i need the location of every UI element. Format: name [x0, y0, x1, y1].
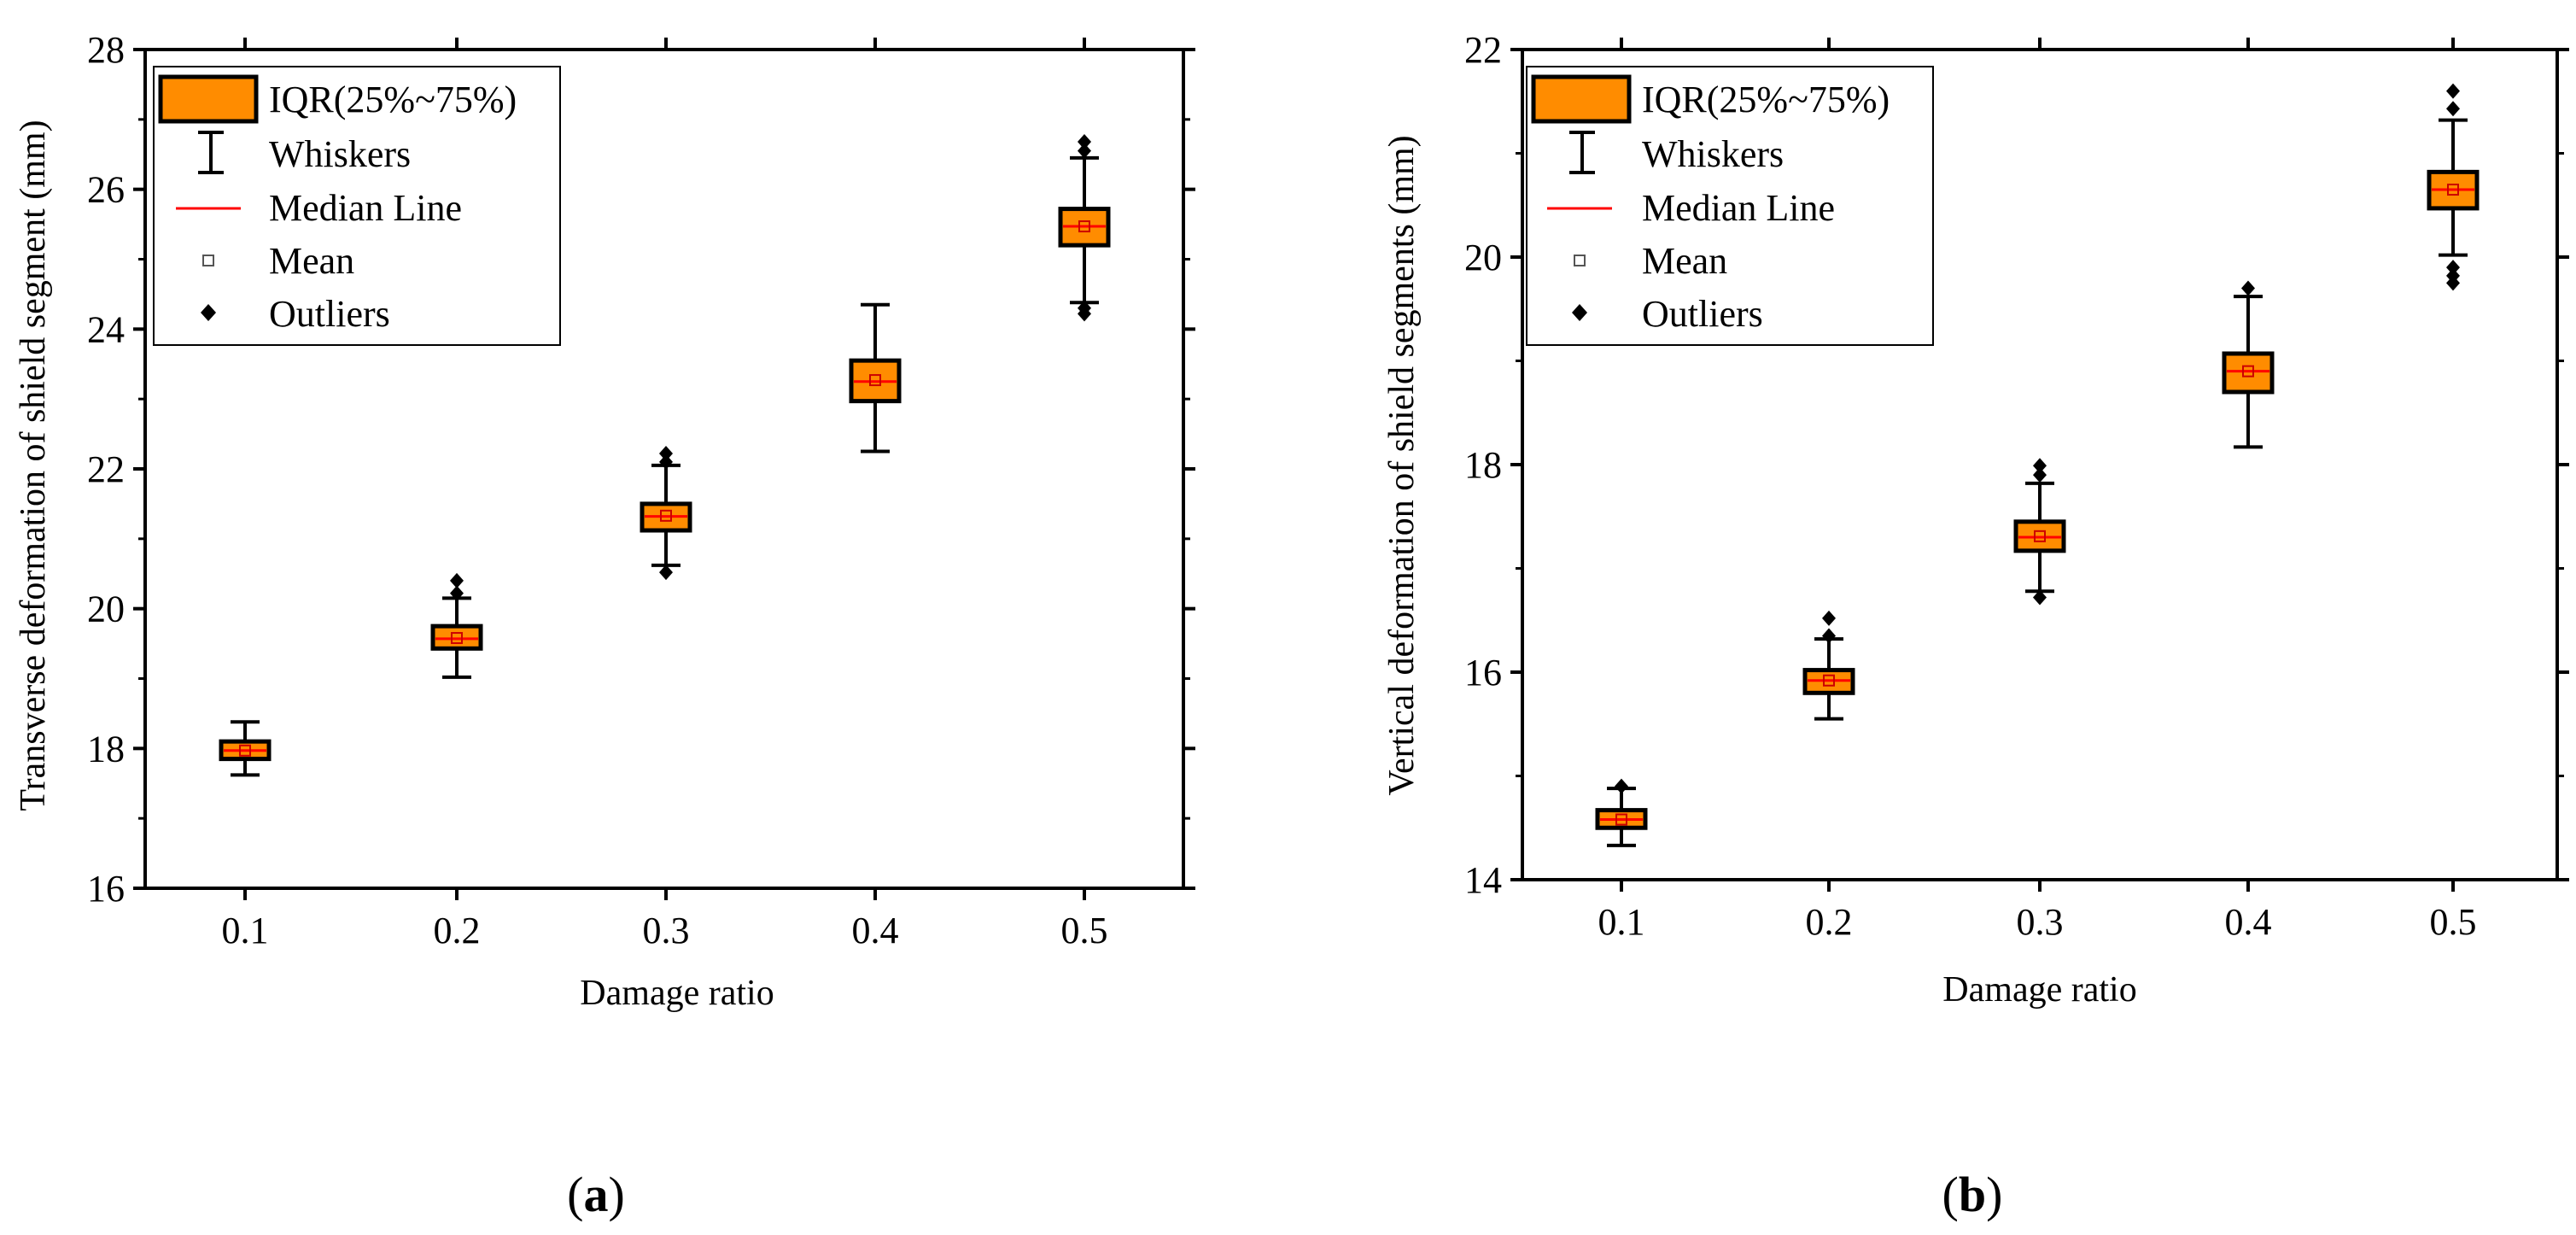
- y-tick-label: 28: [87, 29, 125, 71]
- iqr-box: [2222, 351, 2275, 395]
- box-0.1: [1595, 778, 1648, 847]
- outlier-point: [2241, 280, 2255, 296]
- legend-mean-symbol: [202, 255, 214, 266]
- mean-marker: [2447, 184, 2459, 196]
- legend-median-label: Median Line: [269, 187, 462, 229]
- mean-marker: [451, 632, 463, 645]
- mean-marker: [2242, 365, 2254, 378]
- outlier-point: [2446, 83, 2460, 99]
- outlier-point: [450, 572, 464, 588]
- x-tick-label: 0.3: [2017, 901, 2064, 943]
- panel-b-chart: 14 16 18 20 22 0.1 0.2 0.3 0.4 0.5 Damage ratio V…: [1382, 29, 2569, 1222]
- y-tick-label: 22: [87, 448, 125, 490]
- x-tick-label: 0.4: [2225, 901, 2272, 943]
- mean-marker: [239, 744, 251, 757]
- outlier-point: [1078, 143, 1091, 159]
- iqr-box: [430, 623, 483, 651]
- y-tick-label: 16: [87, 868, 125, 910]
- legend-outlier-symbol: [201, 304, 216, 321]
- outlier-point: [659, 454, 673, 470]
- x-tick-label: 0.4: [852, 910, 899, 951]
- y-tick-label: 26: [87, 169, 125, 211]
- x-tick-label: 0.1: [222, 910, 269, 951]
- outlier-point: [1822, 610, 1836, 626]
- outlier-point: [1822, 628, 1836, 644]
- legend-iqr-label: IQR(25%~75%): [269, 79, 517, 120]
- legend-iqr-swatch: [158, 74, 259, 124]
- legend-iqr-label: IQR(25%~75%): [1642, 79, 1890, 120]
- x-tick-label: 0.5: [2430, 901, 2477, 943]
- panel-b-legend: IQR(25%~75%) Whiskers Median Line Mean O…: [1526, 66, 1934, 346]
- box-0.3: [2013, 458, 2066, 606]
- legend-outliers-label: Outliers: [1642, 293, 1763, 335]
- panel-a-label: (a): [567, 1167, 625, 1222]
- x-tick-label: 0.2: [434, 910, 481, 951]
- y-tick-label: 14: [1464, 859, 1502, 901]
- outlier-point: [2446, 260, 2460, 276]
- y-tick-label: 20: [87, 588, 125, 630]
- y-tick-label: 18: [87, 728, 125, 770]
- box-0.5: [1058, 134, 1111, 322]
- panel-b-ylabel: Vertical deformation of shield segments …: [1382, 135, 1422, 795]
- outlier-point: [1078, 134, 1091, 150]
- box-0.1: [219, 720, 272, 777]
- legend-outlier-symbol: [1572, 304, 1587, 321]
- y-tick-label: 18: [1464, 444, 1502, 486]
- legend-whisker-symbol: [198, 131, 224, 174]
- legend-whiskers-label: Whiskers: [269, 133, 411, 175]
- mean-marker: [660, 509, 672, 522]
- outlier-point: [1078, 300, 1091, 316]
- box-0.2: [430, 572, 483, 679]
- legend-mean-symbol: [1574, 255, 1586, 266]
- y-tick-label: 20: [1464, 237, 1502, 278]
- panel-a-legend: IQR(25%~75%) Whiskers Median Line Mean O…: [153, 66, 561, 346]
- panel-a-chart: 16 18 20 22 24 26 28 0.1 0.2 0.3 0.4 0.5 Damage rat…: [14, 29, 1195, 1222]
- outlier-point: [2033, 589, 2047, 606]
- legend-mean-label: Mean: [269, 240, 354, 282]
- legend-whiskers-label: Whiskers: [1642, 133, 1784, 175]
- legend-mean-label: Mean: [1642, 240, 1727, 282]
- panel-b-label: (b): [1942, 1167, 2003, 1222]
- outlier-point: [2446, 101, 2460, 117]
- x-tick-label: 0.3: [643, 910, 690, 951]
- y-tick-label: 22: [1464, 29, 1502, 71]
- box-0.4: [849, 302, 902, 454]
- outlier-point: [450, 585, 464, 601]
- panel-a-xlabel: Damage ratio: [580, 974, 774, 1013]
- outlier-point: [659, 445, 673, 461]
- legend-iqr-swatch: [1531, 74, 1632, 124]
- legend-median-label: Median Line: [1642, 187, 1835, 229]
- box-0.5: [2427, 83, 2480, 291]
- mean-marker: [1823, 674, 1835, 687]
- panel-b-xlabel: Damage ratio: [1942, 970, 2136, 1010]
- y-tick-label: 24: [87, 308, 125, 350]
- legend-outliers-label: Outliers: [269, 293, 390, 335]
- x-tick-label: 0.5: [1061, 910, 1108, 951]
- mean-marker: [869, 374, 881, 387]
- y-tick-label: 16: [1464, 652, 1502, 694]
- mean-marker: [2034, 530, 2046, 542]
- box-0.3: [640, 445, 692, 581]
- outlier-point: [2446, 267, 2460, 284]
- outlier-point: [2033, 467, 2047, 483]
- x-tick-label: 0.1: [1598, 901, 1645, 943]
- outlier-point: [659, 565, 673, 581]
- box-0.4: [2222, 280, 2275, 449]
- panel-a-ylabel: Transverse deformation of shield segment…: [14, 120, 53, 811]
- legend-whisker-symbol: [1569, 131, 1595, 174]
- outlier-point: [2033, 458, 2047, 474]
- mean-marker: [1078, 220, 1090, 233]
- box-0.2: [1802, 610, 1855, 721]
- mean-marker: [1615, 813, 1627, 826]
- x-tick-label: 0.2: [1806, 901, 1853, 943]
- outlier-point: [1615, 778, 1628, 794]
